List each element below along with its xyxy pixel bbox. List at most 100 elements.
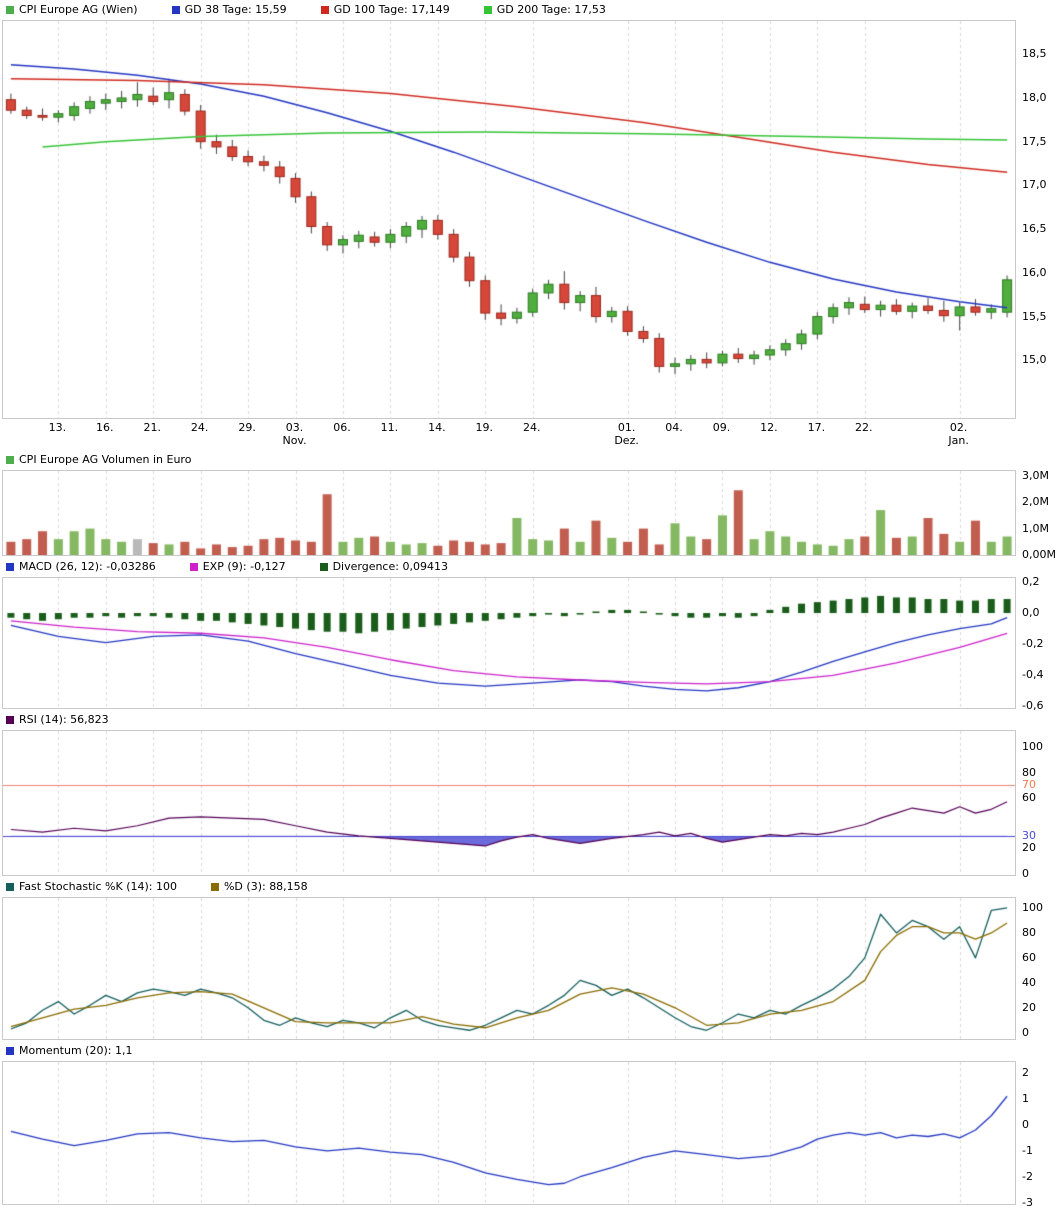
panel-stochastic: Fast Stochastic %K (14): 100 %D (3): 88,1… (2, 879, 1062, 1040)
legend-swatch-icon (189, 562, 198, 571)
legend-swatch-icon (320, 5, 329, 14)
legend-item: GD 38 Tage: 15,59 (171, 3, 287, 16)
y-axis-label: 80 (1022, 765, 1036, 779)
y-axis-label: 100 (1022, 740, 1043, 754)
y-axis-label: -0,2 (1022, 637, 1044, 651)
y-axis-label: 18,5 (1022, 47, 1047, 61)
legend-swatch-icon (6, 715, 14, 724)
rsi-legend: RSI (14): 56,823 (2, 712, 1062, 727)
y-axis-label: 80 (1022, 925, 1036, 939)
legend-item: CPI Europe AG (Wien) (6, 3, 138, 16)
legend-label: EXP (9): -0,127 (202, 560, 286, 573)
legend-label: GD 100 Tage: 17,149 (333, 3, 450, 16)
y-axis-label: 0,0 (1022, 606, 1040, 620)
legend-swatch-icon (210, 882, 219, 891)
x-axis-day-label: 24. (522, 421, 541, 434)
x-axis-month-label: Dez. (614, 434, 639, 447)
y-axis-label: -3 (1022, 1195, 1033, 1209)
legend-item: GD 100 Tage: 17,149 (320, 3, 450, 16)
y-axis-label: 15,0 (1022, 353, 1047, 367)
panel-volume: CPI Europe AG Volumen in Euro 3,0M 2,0M 1,… (2, 452, 1062, 561)
x-axis-day-label: 04. (665, 421, 683, 434)
y-axis-label: 0,2 (1022, 574, 1040, 588)
legend-swatch-icon (6, 455, 14, 464)
x-axis-day-label: 01. (617, 421, 636, 434)
macd-chart-canvas (2, 577, 1016, 709)
panel-momentum: Momentum (20): 1,1 2 1 0 -1 -2 -3 (2, 1043, 1062, 1208)
y-axis-label: 0 (1022, 1025, 1029, 1039)
panel-price: CPI Europe AG (Wien) GD 38 Tage: 15,59 GD … (2, 2, 1062, 449)
legend-item: MACD (26, 12): -0,03286 (6, 560, 156, 573)
legend-swatch-icon (6, 562, 14, 571)
macd-legend: MACD (26, 12): -0,03286 EXP (9): -0,127 Di… (2, 559, 1062, 574)
y-axis-label: 17,5 (1022, 134, 1047, 148)
y-axis-label: 20 (1022, 1000, 1036, 1014)
legend-label: GD 38 Tage: 15,59 (184, 3, 287, 16)
legend-label: RSI (14): 56,823 (19, 713, 109, 726)
legend-label: Fast Stochastic %K (14): 100 (19, 880, 177, 893)
y-axis-label: 3,0M (1022, 468, 1049, 482)
y-axis-label: 18,0 (1022, 90, 1047, 104)
legend-item: GD 200 Tage: 17,53 (483, 3, 606, 16)
x-axis-day-label: 16. (96, 421, 114, 434)
y-axis-label: 17,0 (1022, 178, 1047, 192)
y-axis-label: 2 (1022, 1065, 1029, 1079)
y-axis-label: 2,0M (1022, 495, 1049, 509)
x-axis-day-label: 09. (712, 421, 731, 434)
x-axis-day-label: 19. (475, 421, 494, 434)
legend-item: RSI (14): 56,823 (6, 713, 109, 726)
legend-item: %D (3): 88,158 (210, 880, 308, 893)
x-axis-day-label: 06. (333, 421, 351, 434)
y-axis-label: 16,5 (1022, 222, 1047, 236)
legend-item: Divergence: 0,09413 (319, 560, 448, 573)
x-axis-day-label: 17. (807, 421, 826, 434)
stochastic-legend: Fast Stochastic %K (14): 100 %D (3): 88,1… (2, 879, 1062, 894)
y-axis-label: -1 (1022, 1143, 1033, 1157)
legend-swatch-icon (483, 5, 492, 14)
legend-item: Fast Stochastic %K (14): 100 (6, 880, 177, 893)
legend-label: %D (3): 88,158 (223, 880, 308, 893)
x-axis-day-label: 24. (190, 421, 209, 434)
legend-item: CPI Europe AG Volumen in Euro (6, 453, 191, 466)
panel-macd: MACD (26, 12): -0,03286 EXP (9): -0,127 Di… (2, 559, 1062, 713)
legend-label: CPI Europe AG (Wien) (19, 3, 138, 16)
y-axis-label: 100 (1022, 900, 1043, 914)
x-axis-day-label: 22. (855, 421, 873, 434)
y-axis-label: 1,0M (1022, 521, 1049, 535)
y-axis-label: 60 (1022, 790, 1036, 804)
x-axis-day-label: 12. (760, 421, 778, 434)
y-axis-label: -0,6 (1022, 699, 1044, 713)
price-x-axis: 13. 16. 21. 24. 29. 03. 06. 11. 14. 19. 24. 01. 04. 0… (2, 419, 1016, 449)
legend-swatch-icon (6, 1046, 14, 1055)
legend-swatch-icon (171, 5, 180, 14)
y-axis-label: 15,5 (1022, 309, 1047, 323)
x-axis-day-label: 29. (238, 421, 256, 434)
volume-legend: CPI Europe AG Volumen in Euro (2, 452, 1062, 467)
x-axis-day-label: 02. (949, 421, 968, 434)
volume-chart-canvas (2, 470, 1016, 556)
y-axis-label: 0 (1022, 1117, 1029, 1131)
y-axis-label: -0,4 (1022, 668, 1044, 682)
x-axis-day-label: 14. (428, 421, 446, 434)
price-chart-canvas (2, 20, 1016, 419)
y-axis-label: 1 (1022, 1091, 1029, 1105)
legend-item: EXP (9): -0,127 (189, 560, 286, 573)
legend-label: MACD (26, 12): -0,03286 (19, 560, 156, 573)
legend-label: Divergence: 0,09413 (332, 560, 448, 573)
y-axis-label: 30 (1022, 828, 1036, 842)
y-axis-label: 70 (1022, 778, 1036, 792)
stochastic-chart-canvas (2, 897, 1016, 1040)
x-axis-month-label: Jan. (948, 434, 969, 447)
y-axis-label: 0 (1022, 866, 1029, 880)
x-axis-day-label: 11. (380, 421, 399, 434)
legend-swatch-icon (319, 562, 328, 571)
y-axis-label: -2 (1022, 1169, 1033, 1183)
y-axis-label: 16,0 (1022, 265, 1047, 279)
x-axis-day-label: 21. (143, 421, 161, 434)
legend-label: CPI Europe AG Volumen in Euro (19, 453, 192, 466)
panel-rsi: RSI (14): 56,823 100 80 70 60 30 20 0 (2, 712, 1062, 879)
momentum-legend: Momentum (20): 1,1 (2, 1043, 1062, 1058)
momentum-chart-canvas (2, 1061, 1016, 1205)
y-axis-label: 0,00M (1022, 548, 1056, 561)
price-legend: CPI Europe AG (Wien) GD 38 Tage: 15,59 GD … (2, 2, 1062, 17)
